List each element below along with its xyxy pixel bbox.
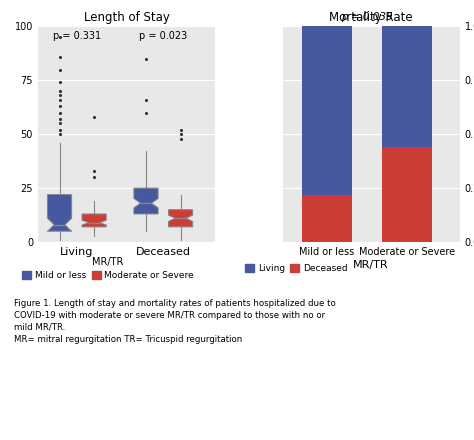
Title: Mortality Rate: Mortality Rate	[329, 11, 413, 24]
Polygon shape	[47, 194, 72, 231]
Legend: Mild or less, Moderate or Severe: Mild or less, Moderate or Severe	[19, 253, 198, 284]
Text: p = 0.023: p = 0.023	[139, 32, 187, 41]
Text: p = 0.035: p = 0.035	[341, 12, 393, 22]
Bar	[302, 26, 352, 194]
Text: p = 0.331: p = 0.331	[53, 32, 101, 41]
Bar	[302, 194, 352, 242]
Polygon shape	[82, 214, 106, 227]
Polygon shape	[134, 188, 158, 214]
Legend: Living, Deceased: Living, Deceased	[242, 260, 351, 276]
Title: Length of Stay: Length of Stay	[83, 11, 170, 24]
Bar	[383, 147, 432, 242]
Polygon shape	[168, 209, 193, 227]
X-axis label: MR/TR: MR/TR	[353, 260, 389, 270]
Bar	[383, 26, 432, 147]
Text: Figure 1. Length of stay and mortality rates of patients hospitalized due to
COV: Figure 1. Length of stay and mortality r…	[14, 299, 336, 344]
